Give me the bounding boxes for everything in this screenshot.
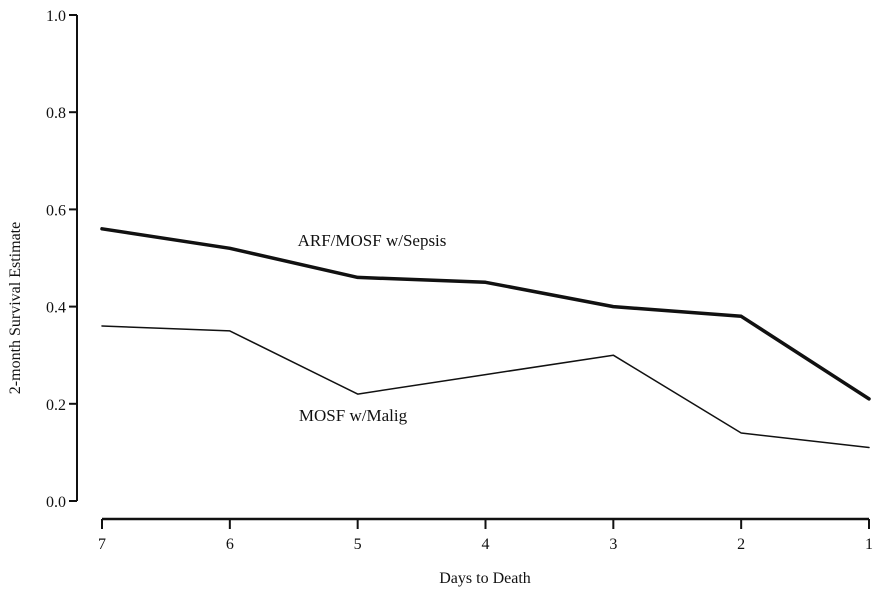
series-layer: ARF/MOSF w/Sepsis MOSF w/Malig bbox=[100, 227, 871, 449]
y-axis-title: 2-month Survival Estimate bbox=[7, 222, 24, 394]
series-label-1: ARF/MOSF w/Sepsis bbox=[298, 231, 447, 250]
x-tick-label: 5 bbox=[354, 536, 362, 553]
y-tick-label: 0.0 bbox=[46, 494, 66, 511]
y-tick-label: 0.2 bbox=[46, 397, 66, 414]
x-tick-label: 6 bbox=[226, 536, 234, 553]
y-tick-label: 1.0 bbox=[46, 8, 66, 25]
series-line-2 bbox=[101, 325, 870, 449]
x-tick-label: 7 bbox=[98, 536, 106, 553]
series-line-1 bbox=[100, 227, 871, 401]
y-tick-label: 0.6 bbox=[46, 202, 66, 219]
y-tick-label: 0.4 bbox=[46, 300, 66, 317]
series-label-2: MOSF w/Malig bbox=[299, 406, 408, 425]
x-tick-label: 2 bbox=[737, 536, 745, 553]
x-axis: 7 6 5 4 3 2 1 bbox=[98, 517, 873, 553]
x-tick-label: 3 bbox=[609, 536, 617, 553]
x-axis-title: Days to Death bbox=[439, 570, 531, 587]
x-tick-label: 4 bbox=[482, 536, 490, 553]
y-tick-label: 0.8 bbox=[46, 105, 66, 122]
x-tick-label: 1 bbox=[865, 536, 873, 553]
y-axis: 0.0 0.2 0.4 0.6 0.8 1.0 bbox=[46, 8, 78, 511]
